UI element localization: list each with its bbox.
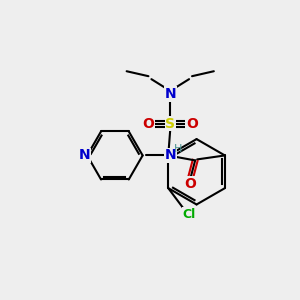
Text: Cl: Cl <box>182 208 196 221</box>
Text: N: N <box>164 87 176 101</box>
Text: N: N <box>78 148 90 162</box>
Text: O: O <box>184 177 196 191</box>
Text: O: O <box>142 117 154 131</box>
Text: N: N <box>165 148 176 162</box>
Text: O: O <box>186 117 198 131</box>
Text: H: H <box>174 143 182 154</box>
Text: S: S <box>165 117 175 131</box>
